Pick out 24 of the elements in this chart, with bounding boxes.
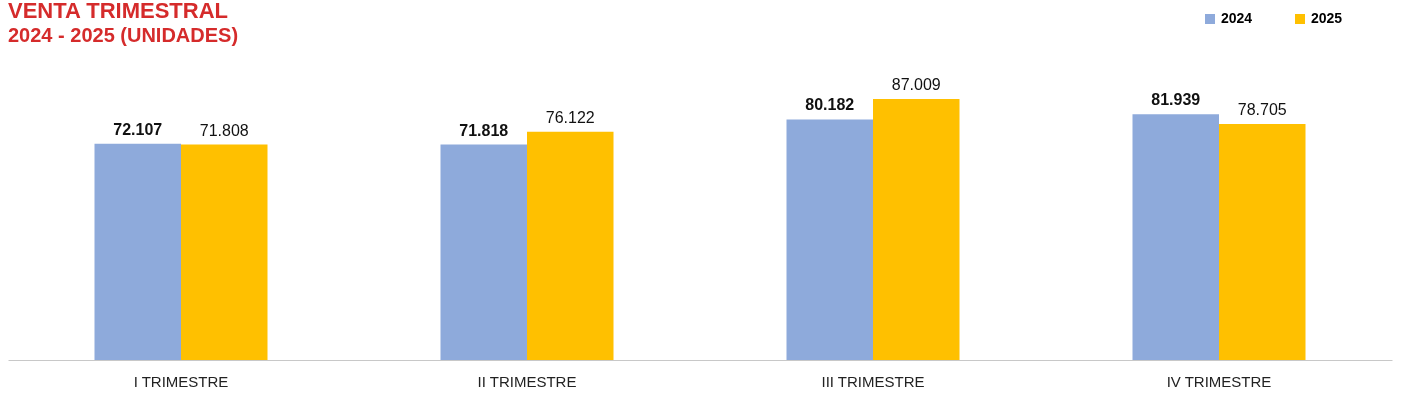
data-label: 71.808	[199, 121, 249, 139]
bar	[527, 131, 614, 360]
bar	[440, 144, 527, 360]
data-label: 81.939	[1151, 91, 1201, 109]
legend-label: 2025	[1311, 10, 1343, 26]
data-label: 72.107	[113, 120, 163, 138]
data-label: 76.122	[545, 108, 595, 126]
chart-subtitle: 2024 - 2025 (UNIDADES)	[8, 23, 239, 46]
bar	[873, 98, 960, 360]
bar	[181, 144, 268, 360]
x-tick-label: IV TRIMESTRE	[1166, 372, 1272, 390]
bar	[1219, 123, 1306, 360]
data-label: 71.818	[459, 121, 509, 139]
data-label: 80.182	[805, 96, 855, 114]
chart-title: VENTA TRIMESTRAL	[8, 0, 228, 23]
x-tick-label: I TRIMESTRE	[133, 372, 229, 390]
bar	[94, 143, 181, 360]
data-label: 78.705	[1237, 100, 1287, 118]
bar	[1132, 114, 1219, 360]
x-tick-label: II TRIMESTRE	[477, 372, 577, 390]
legend-label: 2024	[1221, 10, 1253, 26]
x-tick-label: III TRIMESTRE	[821, 372, 925, 390]
bar	[786, 119, 873, 360]
data-label: 87.009	[891, 75, 941, 93]
